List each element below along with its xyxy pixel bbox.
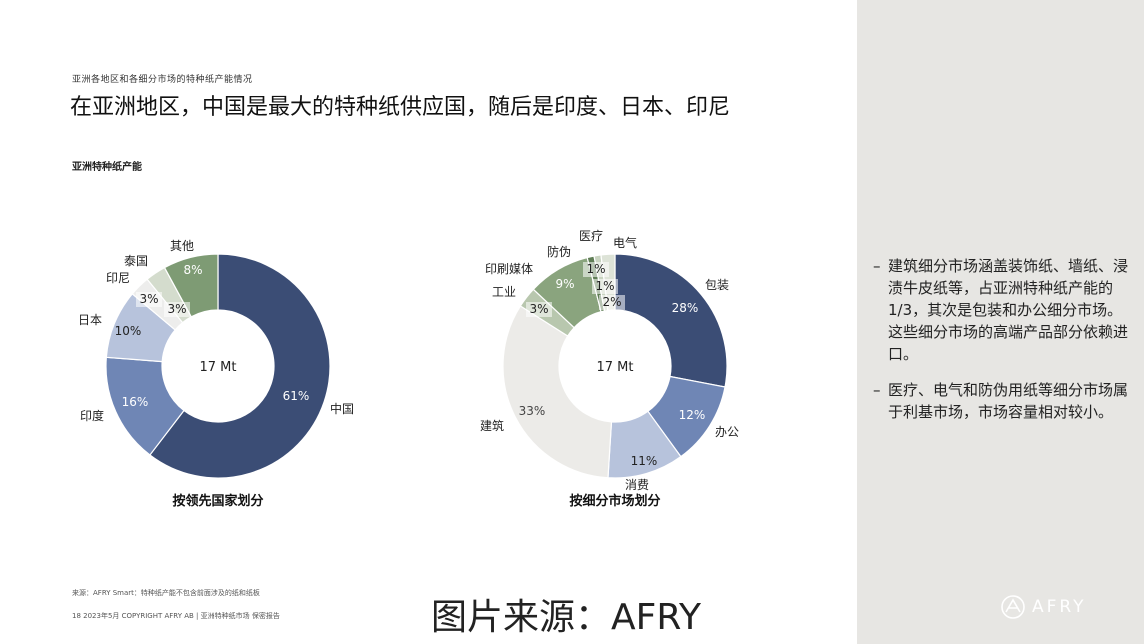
category-label: 消费 [625,478,649,492]
value-label: 28% [672,301,699,315]
page-footer-line: 18 2023年5月 COPYRIGHT AFRY AB | 亚洲特种纸市场 保… [72,612,280,620]
bullet-text: 医疗、电气和防伪用纸等细分市场属于利基市场，市场容量相对较小。 [888,381,1129,421]
category-label: 其他 [170,239,194,253]
bullet-text: 建筑细分市场涵盖装饰纸、墙纸、浸渍牛皮纸等，占亚洲特种纸产能的 1/3，其次是包… [888,257,1129,363]
afry-mark-icon [1001,595,1025,619]
value-label: 9% [555,277,574,291]
category-label: 中国 [330,401,354,416]
category-label: 包装 [705,278,729,292]
value-label-bg [599,295,625,310]
value-label: 33% [519,404,546,418]
donut-center-label: 17 Mt [597,360,634,375]
category-label: 泰国 [124,254,148,268]
value-label: 10% [115,324,142,338]
commentary-bullet: – 建筑细分市场涵盖装饰纸、墙纸、浸渍牛皮纸等，占亚洲特种纸产能的 1/3，其次是… [873,255,1135,365]
value-label: 1% [595,279,614,293]
donut-slice-中国 [149,253,331,479]
value-label: 3% [139,292,158,306]
value-label-bg [583,262,609,277]
category-label: 建筑 [480,418,504,433]
value-label-bg [164,302,190,317]
commentary-bullets: – 建筑细分市场涵盖装饰纸、墙纸、浸渍牛皮纸等，占亚洲特种纸产能的 1/3，其次是… [873,255,1135,437]
commentary-bullet: – 医疗、电气和防伪用纸等细分市场属于利基市场，市场容量相对较小。 [873,379,1135,423]
afry-logo: AFRY [1000,594,1087,620]
value-label: 8% [183,263,202,277]
donut-caption: 按细分市场划分 [569,493,660,509]
slide-headline: 在亚洲地区，中国是最大的特种纸供应国，随后是印度、日本、印尼 [70,95,731,120]
bullet-dash: – [873,257,881,275]
donut-charts: 17 Mt61%中国16%印度10%日本3%印尼3%泰国8%其他按领先国家划分 … [78,229,739,509]
category-label: 日本 [78,313,102,327]
chart-section-title: 亚洲特种纸产能 [72,162,142,173]
bullet-dash: – [873,381,881,399]
category-label: 工业 [492,285,516,299]
category-label: 电气 [613,235,637,250]
value-label: 2% [602,295,621,309]
image-source-caption: 图片来源：AFRY [431,597,702,638]
donut-caption: 按领先国家划分 [172,493,263,509]
value-label-bg [526,302,552,317]
category-label: 办公 [715,424,739,439]
value-label-bg [592,279,618,294]
afry-wordmark: AFRY [1032,597,1087,617]
category-label: 防伪 [547,244,571,259]
donut-slice-包装 [614,253,728,388]
value-label: 1% [586,262,605,276]
value-label: 16% [122,395,149,409]
donut-by-segment: 17 Mt 28% 包装 12% 办公 11% 消费 33% 建筑 3% 工业 9% 印刷媒体 1% 防伪 1… [480,229,739,509]
category-label: 印刷媒体 [485,262,533,276]
donut-slice-建筑 [502,305,613,479]
value-label: 11% [631,454,658,468]
donut-slice-其他 [163,253,219,318]
category-label: 印度 [80,408,104,423]
value-label: 12% [679,408,706,422]
value-label: 61% [283,389,310,403]
category-label: 医疗 [579,229,603,243]
slide-kicker: 亚洲各地区和各细分市场的特种纸产能情况 [72,75,253,85]
value-label: 3% [529,302,548,316]
value-label: 3% [167,302,186,316]
category-label: 印尼 [106,271,130,285]
source-note: 来源：AFRY Smart：特种纸产能不包含前面涉及的纸和纸板 [72,589,260,597]
value-label-bg [136,292,162,307]
donut-center-label: 17 Mt [200,360,237,375]
commentary-panel [857,0,1144,644]
